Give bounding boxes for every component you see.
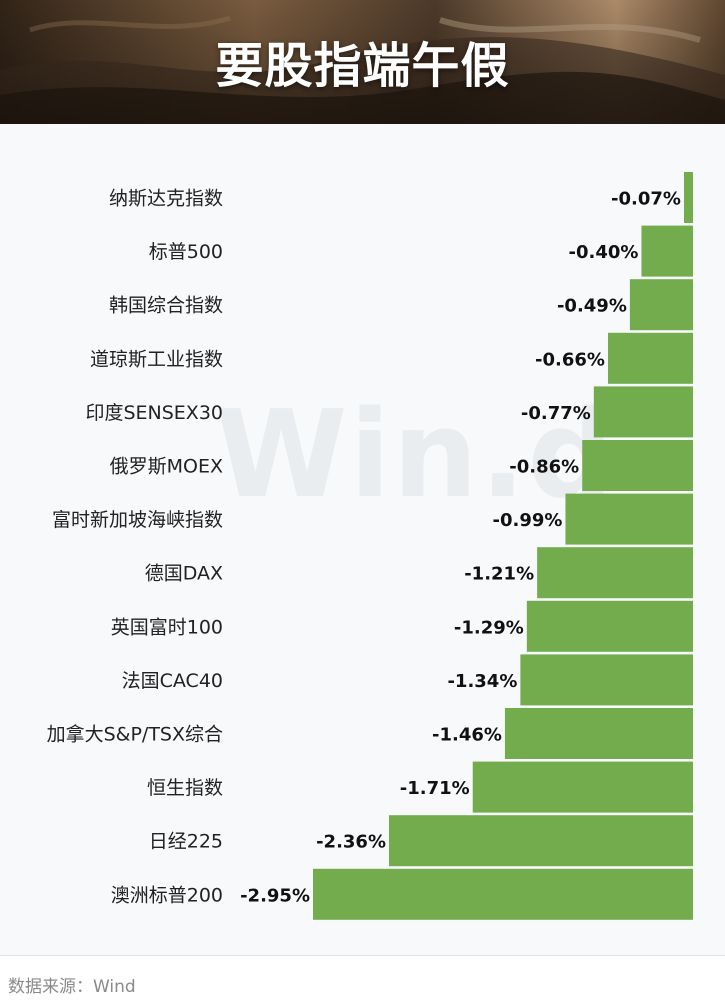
bar-3 bbox=[607, 332, 693, 384]
category-label-7: 德国DAX bbox=[145, 563, 223, 585]
data-label-4: -0.77% bbox=[521, 403, 591, 424]
data-label-10: -1.46% bbox=[432, 725, 502, 746]
data-label-11: -1.71% bbox=[400, 778, 470, 799]
data-label-3: -0.66% bbox=[535, 349, 605, 370]
category-label-4: 印度SENSEX30 bbox=[85, 402, 223, 424]
watermark-logo: Win.d bbox=[215, 386, 616, 525]
data-label-0: -0.07% bbox=[611, 189, 681, 210]
header-banner: 要股指端午假 bbox=[0, 0, 725, 124]
category-label-10: 加拿大S&P/TSX综合 bbox=[47, 723, 223, 746]
category-label-2: 韩国综合指数 bbox=[109, 295, 223, 317]
bar-1 bbox=[641, 225, 693, 277]
bar-5 bbox=[582, 440, 693, 491]
category-label-9: 法国CAC40 bbox=[122, 670, 223, 692]
category-label-6: 富时新加坡海峡指数 bbox=[52, 509, 223, 531]
category-label-12: 日经225 bbox=[149, 831, 223, 853]
bar-7 bbox=[537, 547, 693, 599]
bar-4 bbox=[593, 386, 693, 438]
data-label-8: -1.29% bbox=[454, 617, 524, 638]
data-label-9: -1.34% bbox=[447, 671, 517, 692]
category-label-8: 英国富时100 bbox=[111, 616, 223, 638]
data-label-1: -0.40% bbox=[569, 242, 639, 263]
banner-photo-background bbox=[0, 0, 725, 124]
bar-0 bbox=[683, 172, 693, 223]
footer-divider bbox=[0, 955, 725, 956]
bar-11 bbox=[472, 761, 693, 813]
bar-chart: 纳斯达克指数 -0.07% 标普500 -0.40% 韩国综合指数 -0.49% 道琼斯工业… bbox=[47, 172, 693, 920]
source-note: 数据来源：Wind bbox=[8, 977, 136, 997]
category-label-11: 恒生指数 bbox=[147, 777, 223, 799]
bar-12 bbox=[389, 815, 693, 867]
chart-panel: Win.d 纳斯达克指数 -0.07% 标普500 -0.40% 韩国综合指数 -0.49… bbox=[0, 124, 725, 955]
bar-6 bbox=[565, 493, 693, 545]
bar-10 bbox=[504, 708, 693, 759]
bar-2 bbox=[629, 279, 693, 331]
category-label-3: 道琼斯工业指数 bbox=[90, 348, 223, 370]
data-label-2: -0.49% bbox=[557, 296, 627, 317]
category-label-13: 澳洲标普200 bbox=[111, 884, 223, 906]
data-label-7: -1.21% bbox=[464, 564, 534, 585]
data-label-5: -0.86% bbox=[509, 457, 579, 478]
category-label-5: 俄罗斯MOEX bbox=[110, 456, 223, 478]
data-label-6: -0.99% bbox=[493, 510, 563, 531]
page-title: 要股指端午假 bbox=[215, 38, 510, 94]
category-label-0: 纳斯达克指数 bbox=[109, 188, 223, 210]
bar-13 bbox=[313, 868, 693, 920]
bar-8 bbox=[526, 600, 693, 652]
bar-9 bbox=[520, 654, 693, 706]
data-label-13: -2.95% bbox=[240, 885, 310, 906]
data-label-12: -2.36% bbox=[316, 832, 386, 853]
category-label-1: 标普500 bbox=[149, 241, 223, 263]
